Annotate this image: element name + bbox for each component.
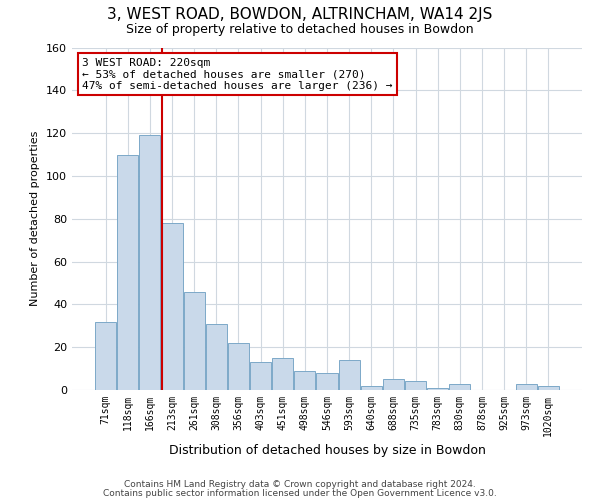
Text: Contains HM Land Registry data © Crown copyright and database right 2024.: Contains HM Land Registry data © Crown c… bbox=[124, 480, 476, 489]
Bar bbox=[295, 370, 316, 390]
Bar bbox=[206, 324, 227, 390]
Bar bbox=[250, 362, 271, 390]
Bar bbox=[405, 382, 426, 390]
Bar bbox=[184, 292, 205, 390]
X-axis label: Distribution of detached houses by size in Bowdon: Distribution of detached houses by size … bbox=[169, 444, 485, 458]
Bar bbox=[427, 388, 448, 390]
Bar bbox=[383, 380, 404, 390]
Text: Contains public sector information licensed under the Open Government Licence v3: Contains public sector information licen… bbox=[103, 488, 497, 498]
Bar bbox=[139, 136, 160, 390]
Bar bbox=[228, 343, 249, 390]
Bar bbox=[538, 386, 559, 390]
Text: Size of property relative to detached houses in Bowdon: Size of property relative to detached ho… bbox=[126, 22, 474, 36]
Bar bbox=[161, 223, 182, 390]
Bar bbox=[338, 360, 359, 390]
Text: 3, WEST ROAD, BOWDON, ALTRINCHAM, WA14 2JS: 3, WEST ROAD, BOWDON, ALTRINCHAM, WA14 2… bbox=[107, 8, 493, 22]
Y-axis label: Number of detached properties: Number of detached properties bbox=[31, 131, 40, 306]
Text: 3 WEST ROAD: 220sqm
← 53% of detached houses are smaller (270)
47% of semi-detac: 3 WEST ROAD: 220sqm ← 53% of detached ho… bbox=[82, 58, 392, 91]
Bar bbox=[272, 358, 293, 390]
Bar bbox=[95, 322, 116, 390]
Bar bbox=[449, 384, 470, 390]
Bar bbox=[118, 154, 139, 390]
Bar bbox=[361, 386, 382, 390]
Bar bbox=[515, 384, 536, 390]
Bar bbox=[316, 373, 338, 390]
